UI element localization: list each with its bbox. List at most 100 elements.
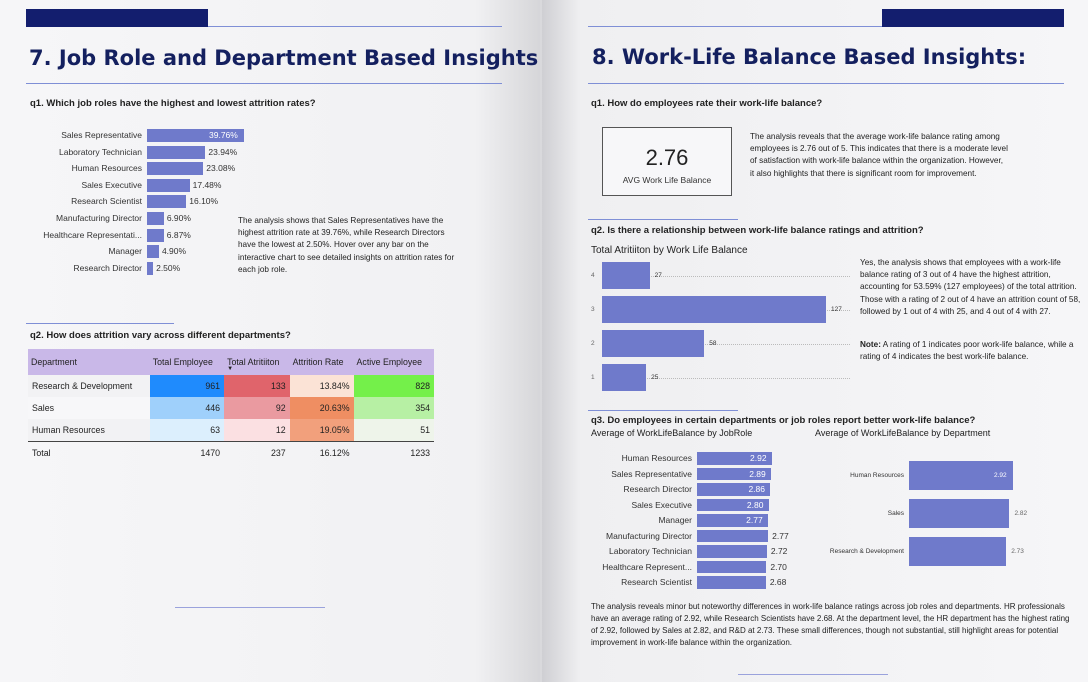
wlb-gridline bbox=[602, 275, 850, 277]
jobrole-wlb-bar[interactable] bbox=[697, 452, 772, 465]
attrition-value: 39.76% bbox=[209, 130, 238, 140]
active-employee-cell: 354 bbox=[353, 397, 434, 419]
wlb-value: 127 bbox=[831, 306, 842, 313]
table-row[interactable]: Sales 446 92 20.63% 354 bbox=[28, 397, 434, 419]
jobrole-wlb-bar[interactable] bbox=[697, 529, 769, 542]
jobrole-wlb-value: 2.77 bbox=[772, 530, 789, 541]
jobrole-wlb-bar[interactable] bbox=[697, 498, 769, 511]
question-q3: q3. Do employees in certain departments … bbox=[591, 415, 976, 426]
wlb-axis-label: 4 bbox=[591, 272, 595, 279]
heading-underline bbox=[26, 83, 502, 84]
jobrole-label: Human Resources bbox=[71, 163, 142, 174]
active-employee-cell: 51 bbox=[353, 419, 434, 442]
jobrole-wlb-label: Sales Executive bbox=[631, 499, 692, 510]
wlb-bar[interactable] bbox=[602, 262, 650, 289]
dept-wlb-bar[interactable] bbox=[909, 461, 1013, 490]
right-page: 8. Work-Life Balance Based Insights: q1.… bbox=[542, 0, 1088, 682]
total-employee-sum: 1470 bbox=[200, 448, 221, 458]
active-employee-cell: 828 bbox=[353, 375, 434, 397]
jobrole-wlb-label: Human Resources bbox=[621, 453, 692, 463]
attrition-bar[interactable] bbox=[147, 145, 206, 159]
jobrole-wlb-bar[interactable] bbox=[697, 467, 772, 480]
jobrole-wlb-label: Sales Representative bbox=[611, 468, 692, 479]
attrition-rate-cell: 19.05% bbox=[289, 419, 354, 442]
jobrole-wlb-bar[interactable] bbox=[697, 560, 767, 573]
table-row[interactable]: Research & Development 961 133 13.84% 82… bbox=[28, 375, 434, 397]
col-total-attrition-label: Total Atritiiton bbox=[227, 357, 280, 367]
jobrole-label: Sales Executive bbox=[81, 179, 142, 190]
attrition-value: 17.48% bbox=[192, 179, 222, 190]
dept-wlb-value: 2.73 bbox=[1011, 548, 1024, 555]
question-q1: q1. Which job roles have the highest and… bbox=[30, 98, 316, 109]
question-q2: q2. Is there a relationship between work… bbox=[591, 225, 924, 236]
attrition-bar[interactable] bbox=[147, 195, 187, 209]
wlb-axis-label: 3 bbox=[591, 306, 595, 313]
attrition-bar[interactable] bbox=[147, 129, 244, 142]
q1-paragraph: The analysis shows that Sales Representa… bbox=[238, 216, 455, 274]
q2-rule bbox=[588, 219, 738, 220]
jobrole-wlb-bar[interactable] bbox=[697, 483, 771, 496]
jobrole-wlb-value: 2.72 bbox=[770, 546, 788, 556]
jobrole-wlb-label: Manager bbox=[658, 515, 692, 525]
jobrole-wlb-value: 2.92 bbox=[750, 453, 767, 463]
col-attrition-rate[interactable]: Attrition Rate bbox=[289, 349, 354, 375]
jobrole-wlb-value: 2.86 bbox=[748, 484, 765, 494]
col-total-attrition[interactable]: Total Atritiiton ▼ bbox=[224, 349, 290, 375]
jobrole-wlb-value: 2.68 bbox=[769, 577, 787, 587]
total-attrition-cell: 92 bbox=[224, 397, 290, 419]
attrition-rate-total: 16.12% bbox=[319, 448, 350, 458]
sort-desc-icon: ▼ bbox=[227, 366, 234, 372]
attrition-rate-cell: 20.63% bbox=[289, 397, 354, 419]
chart-title-wlb: Total Atritiiton by Work Life Balance bbox=[591, 245, 748, 256]
wlb-bar[interactable] bbox=[602, 330, 705, 357]
jobrole-wlb-value: 2.70 bbox=[770, 561, 787, 572]
q2-paragraph: Yes, the analysis shows that employees w… bbox=[860, 258, 1081, 316]
dept-wlb-bar[interactable] bbox=[909, 499, 1010, 528]
total-employee-cell: 961 bbox=[149, 375, 225, 397]
jobrole-wlb-bar[interactable] bbox=[697, 514, 769, 527]
jobrole-label: Sales Representative bbox=[61, 130, 142, 140]
attrition-value: 6.87% bbox=[166, 229, 191, 240]
wlb-bar[interactable] bbox=[602, 296, 826, 323]
jobrole-wlb-value: 2.89 bbox=[749, 468, 766, 479]
active-employee-sum: 1233 bbox=[410, 448, 430, 458]
dept-wlb-label: Sales bbox=[887, 510, 904, 517]
col-active-employee[interactable]: Active Employee bbox=[353, 349, 434, 375]
jobrole-wlb-value: 2.77 bbox=[746, 515, 763, 525]
attrition-bar[interactable] bbox=[147, 178, 190, 192]
q3-rule bbox=[588, 410, 738, 411]
attrition-bar[interactable] bbox=[147, 261, 154, 275]
attrition-bar[interactable] bbox=[147, 212, 164, 225]
footer-rule bbox=[738, 674, 888, 675]
department-attrition-table[interactable]: Department Total Employee Total Atritiit… bbox=[28, 349, 434, 464]
dept-wlb-value: 2.82 bbox=[1014, 510, 1028, 517]
dept-wlb-bar[interactable] bbox=[909, 537, 1007, 566]
attrition-value: 4.90% bbox=[161, 246, 187, 257]
jobrole-wlb-bar[interactable] bbox=[697, 576, 766, 589]
jobrole-wlb-label: Manufacturing Director bbox=[606, 530, 692, 541]
question-q2: q2. How does attrition vary across diffe… bbox=[30, 330, 291, 341]
attrition-bar[interactable] bbox=[147, 228, 164, 242]
jobrole-label: Research Scientist bbox=[71, 196, 142, 207]
left-page: 7. Job Role and Department Based Insight… bbox=[0, 0, 540, 682]
attrition-value: 23.94% bbox=[208, 146, 238, 157]
jobrole-label: Research Director bbox=[73, 262, 143, 273]
wlb-value: 27 bbox=[654, 272, 662, 279]
jobrole-wlb-value: 2.80 bbox=[746, 499, 764, 510]
col-total-employee[interactable]: Total Employee bbox=[149, 349, 225, 375]
col-department[interactable]: Department bbox=[28, 349, 150, 375]
jobrole-wlb-bar[interactable] bbox=[697, 545, 767, 558]
total-attrition-cell: 12 bbox=[224, 419, 290, 442]
jobrole-label: Manager bbox=[108, 246, 142, 257]
jobrole-wlb-label: Healthcare Represent... bbox=[602, 561, 692, 572]
total-attrition-cell: 133 bbox=[224, 375, 290, 397]
header-rule bbox=[208, 26, 502, 27]
wlb-axis-label: 1 bbox=[591, 374, 595, 381]
attrition-bar[interactable] bbox=[147, 162, 204, 176]
attrition-bar[interactable] bbox=[147, 245, 159, 259]
kpi-card[interactable]: 2.76 AVG Work Life Balance bbox=[602, 127, 732, 196]
table-row[interactable]: Human Resources 63 12 19.05% 51 bbox=[28, 419, 434, 442]
table-total-row: Total 1470 237 16.12% 1233 bbox=[28, 441, 434, 465]
wlb-bar[interactable] bbox=[602, 364, 647, 391]
note-label: Note: bbox=[860, 340, 881, 349]
